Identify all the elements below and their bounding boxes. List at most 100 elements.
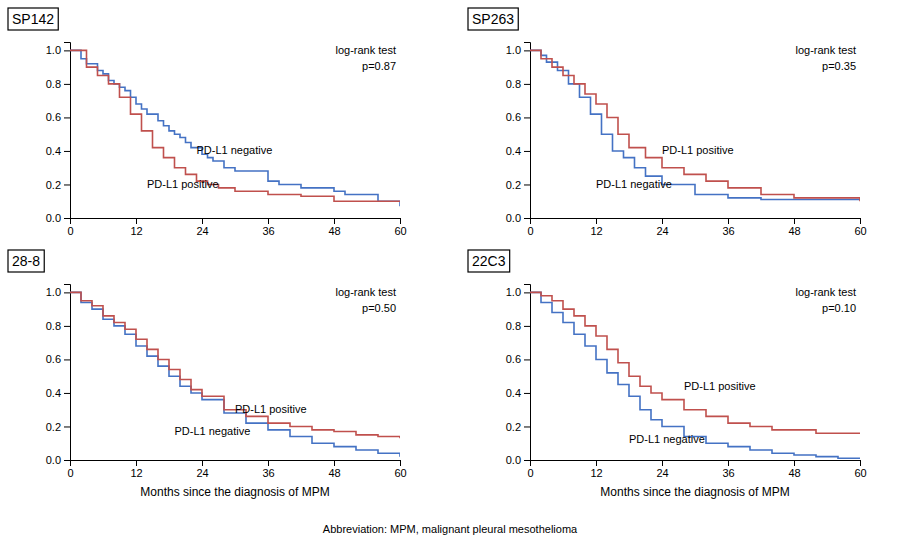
tick: 0: [67, 218, 73, 237]
tick: 0.2: [46, 178, 70, 190]
tick: 48: [788, 218, 800, 237]
tick: 0.2: [46, 420, 70, 432]
annotation: PD-L1 negative: [629, 433, 705, 445]
survival-curve: [530, 50, 860, 199]
tick: 60: [854, 460, 866, 479]
tick-mark: [860, 218, 861, 224]
tick: 48: [328, 218, 340, 237]
tick: 0.6: [46, 111, 70, 123]
tick-label: 0: [67, 225, 73, 237]
tick-label: 24: [196, 225, 208, 237]
annotation: p=0.87: [362, 60, 396, 72]
tick-label: 36: [722, 225, 734, 237]
tick-mark: [524, 359, 530, 360]
tick: 0.8: [506, 320, 530, 332]
panel-title: SP142: [12, 11, 54, 27]
tick-label: 12: [590, 467, 602, 479]
tick-mark: [524, 84, 530, 85]
tick-mark: [524, 326, 530, 327]
tick-mark: [202, 218, 203, 224]
panel-title: 22C3: [472, 253, 506, 269]
x-axis: 01224364860: [67, 218, 406, 237]
survival-curve: [530, 292, 860, 458]
tick-label: 0.2: [506, 420, 521, 432]
tick: 0.6: [46, 353, 70, 365]
panel-label: SP142: [8, 8, 58, 30]
tick: 0.0: [506, 454, 530, 466]
tick: 0.0: [506, 212, 530, 224]
y-axis: 0.00.20.40.60.81.0: [506, 285, 531, 467]
tick: 1.0: [506, 44, 530, 56]
tick: 0.6: [506, 353, 530, 365]
tick-mark: [64, 184, 70, 185]
tick-mark: [64, 292, 70, 293]
axis-line: [531, 219, 861, 225]
footnote: Abbreviation: MPM, malignant pleural mes…: [323, 523, 578, 535]
tick-label: 1.0: [46, 44, 61, 56]
tick-mark: [202, 460, 203, 466]
panel-label: SP263: [468, 8, 518, 30]
annotation: PD-L1 positive: [147, 178, 219, 190]
tick-label: 12: [590, 225, 602, 237]
tick-label: 0.0: [506, 454, 521, 466]
tick: 0.0: [46, 212, 70, 224]
tick-label: 0: [527, 225, 533, 237]
plot-area: [530, 292, 860, 458]
tick-label: 24: [196, 467, 208, 479]
panel: 012243648600.00.20.40.60.81.0log-rank te…: [468, 8, 867, 237]
tick-label: 0.0: [506, 212, 521, 224]
tick-mark: [268, 218, 269, 224]
tick: 1.0: [46, 286, 70, 298]
axis-line: [64, 285, 71, 461]
tick-mark: [524, 393, 530, 394]
annotation: PD-L1 positive: [662, 144, 734, 156]
tick-mark: [662, 218, 663, 224]
tick: 0.2: [506, 178, 530, 190]
tick: 0.0: [46, 454, 70, 466]
tick: 48: [788, 460, 800, 479]
tick-label: 60: [394, 467, 406, 479]
tick-mark: [334, 218, 335, 224]
annotation: log-rank test: [335, 286, 396, 298]
panel: 012243648600.00.20.40.60.81.0log-rank te…: [468, 250, 867, 499]
tick-mark: [662, 460, 663, 466]
tick: 24: [196, 460, 208, 479]
panel-label: 28-8: [8, 250, 44, 272]
tick-mark: [524, 151, 530, 152]
tick-label: 12: [130, 467, 142, 479]
annotation: p=0.50: [362, 302, 396, 314]
panel-label-box: [8, 250, 44, 272]
tick: 0: [67, 460, 73, 479]
tick-label: 48: [328, 467, 340, 479]
tick-label: 0.0: [46, 212, 61, 224]
tick: 12: [130, 218, 142, 237]
tick-label: 24: [656, 225, 668, 237]
tick-label: 36: [722, 467, 734, 479]
tick: 0: [527, 218, 533, 237]
annotation: PD-L1 positive: [235, 403, 307, 415]
tick-mark: [524, 50, 530, 51]
tick-label: 60: [394, 225, 406, 237]
x-axis-title: Months since the diagnosis of MPM: [600, 485, 789, 499]
tick-label: 24: [656, 467, 668, 479]
tick-mark: [64, 84, 70, 85]
survival-curve: [70, 292, 400, 456]
tick-label: 0.6: [506, 111, 521, 123]
tick: 0.6: [506, 111, 530, 123]
tick-label: 0.6: [46, 353, 61, 365]
tick-label: 0.8: [46, 78, 61, 90]
tick-label: 0.8: [506, 320, 521, 332]
tick-mark: [400, 218, 401, 224]
tick: 0.8: [506, 78, 530, 90]
y-axis: 0.00.20.40.60.81.0: [506, 43, 531, 225]
axis-line: [524, 285, 531, 461]
tick-mark: [64, 218, 70, 219]
tick: 36: [722, 460, 734, 479]
tick-mark: [524, 184, 530, 185]
annotation: PD-L1 negative: [175, 425, 251, 437]
tick-label: 0: [527, 467, 533, 479]
tick-label: 1.0: [506, 44, 521, 56]
x-axis: 0 12 24 36 48 60: [527, 460, 866, 479]
tick: 12: [590, 218, 602, 237]
plot-area: [70, 50, 400, 206]
